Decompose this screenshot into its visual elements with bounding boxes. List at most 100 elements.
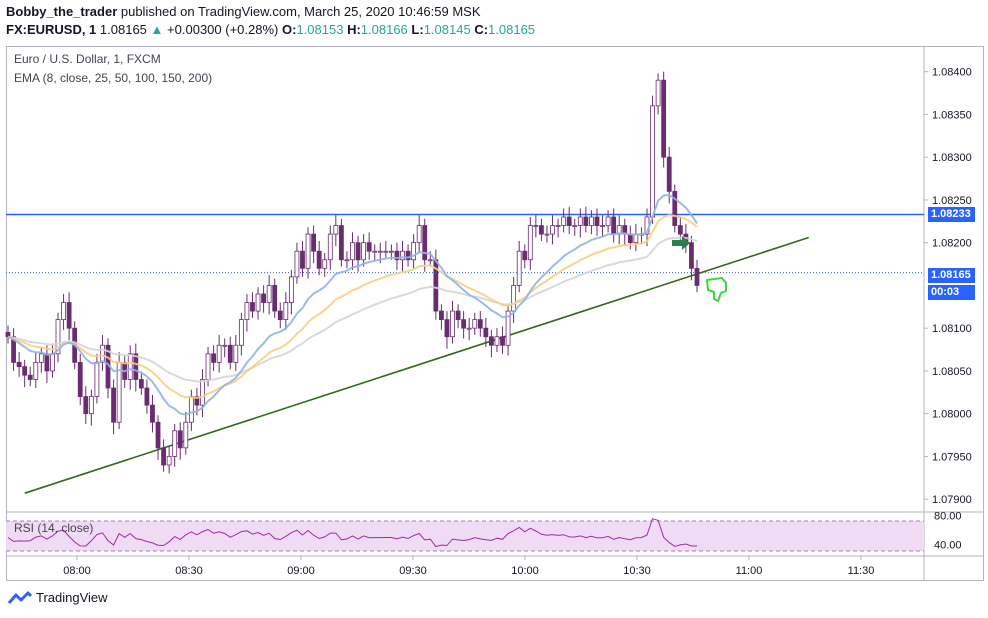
candle [489, 336, 494, 346]
countdown-tag: 00:03 [928, 285, 975, 300]
candle [566, 216, 572, 226]
candle [544, 233, 550, 236]
candle [527, 225, 533, 261]
candle [250, 302, 255, 312]
price-tick-label: 1.08100 [932, 323, 972, 335]
candle [94, 361, 100, 397]
candle [589, 216, 594, 226]
candle [372, 250, 378, 253]
candle [227, 344, 233, 363]
indicator-label: EMA (8, close, 25, 50, 100, 150, 200) [14, 71, 213, 85]
time-tick-label: 08:30 [175, 565, 203, 577]
right-arrow-icon [672, 236, 690, 250]
author-name[interactable]: Bobby_the_trader [6, 4, 118, 19]
candle [344, 259, 350, 262]
candle [605, 216, 611, 226]
candle [266, 285, 272, 303]
candle [144, 387, 150, 406]
up-arrow-icon: ▲ [150, 22, 164, 37]
candle [205, 353, 211, 380]
candle [77, 361, 83, 397]
candle [138, 379, 144, 389]
candle [261, 293, 266, 303]
candle [27, 374, 33, 380]
price-tick-label: 1.08250 [932, 195, 972, 207]
candle [316, 250, 322, 269]
candle [133, 353, 139, 380]
symbol[interactable]: FX:EURUSD, 1 [6, 22, 97, 37]
candle [333, 225, 339, 235]
candle [22, 366, 28, 376]
candle [416, 225, 422, 244]
candle [66, 302, 72, 329]
rsi-label: RSI (14, close) [14, 521, 94, 535]
candle [383, 250, 389, 253]
candle [44, 353, 50, 372]
candle [600, 225, 605, 227]
rsi-line [7, 518, 697, 548]
high-label: H: [347, 22, 361, 37]
low-value: 1.08145 [423, 22, 471, 37]
candle [238, 319, 244, 346]
rsi-tick-label: 40.00 [934, 540, 962, 552]
open-label: O: [281, 22, 297, 37]
candle [511, 285, 517, 312]
candle [300, 250, 305, 269]
tradingview-logo-icon [8, 591, 32, 604]
candle [305, 233, 311, 269]
candle [161, 447, 166, 466]
candle [439, 310, 444, 321]
time-tick-label: 08:00 [63, 565, 91, 577]
candle [166, 456, 172, 466]
candle [388, 250, 394, 253]
symbol-info: FX:EURUSD, 1 1.08165 ▲ +0.00300 (+0.28%)… [6, 22, 535, 37]
price-tick-label: 1.07900 [932, 494, 972, 506]
candle [461, 319, 467, 329]
candle [277, 310, 283, 321]
published-text: published on TradingView.com, March 25, … [117, 4, 481, 19]
price-tick-label: 1.08200 [932, 238, 972, 250]
price-tick-label: 1.08050 [932, 366, 972, 378]
tradingview-footer[interactable]: TradingView [8, 590, 108, 605]
candle [255, 293, 261, 312]
time-tick-label: 10:30 [623, 565, 651, 577]
low-label: L: [411, 22, 424, 37]
candle [272, 285, 278, 312]
candle [288, 276, 294, 303]
candle [472, 319, 478, 329]
price-change: +0.00300 (+0.28%) [167, 22, 279, 37]
candle [672, 190, 678, 226]
price-tick-label: 1.08000 [932, 409, 972, 421]
candle [422, 225, 428, 261]
candle [88, 396, 94, 415]
candle [694, 267, 700, 286]
time-tick-label: 10:00 [511, 565, 539, 577]
price-tick-label: 1.07950 [932, 451, 972, 463]
candle [450, 310, 455, 338]
candle [594, 216, 600, 226]
resistance-price-tag: 1.08233 [928, 207, 975, 222]
close-value: 1.08165 [488, 22, 536, 37]
candle [55, 319, 61, 355]
candle [500, 336, 505, 346]
candle [38, 353, 44, 363]
candle [405, 250, 411, 261]
chart-title: Euro / U.S. Dollar, 1, FXCM [14, 52, 161, 66]
ema-100-line [7, 214, 698, 399]
candle [611, 216, 617, 235]
candle [172, 430, 178, 457]
candle [655, 79, 661, 107]
candle [283, 302, 289, 321]
candle [216, 344, 222, 363]
ema-200-line [7, 236, 698, 383]
candle [338, 225, 344, 261]
candle [361, 242, 367, 261]
candle [666, 156, 672, 192]
high-value: 1.08166 [360, 22, 408, 37]
close-label: C: [474, 22, 489, 37]
candle [111, 387, 116, 423]
price-tick-label: 1.08350 [932, 109, 972, 121]
time-tick-label: 11:30 [848, 565, 875, 577]
price-tick-label: 1.08300 [932, 152, 972, 164]
